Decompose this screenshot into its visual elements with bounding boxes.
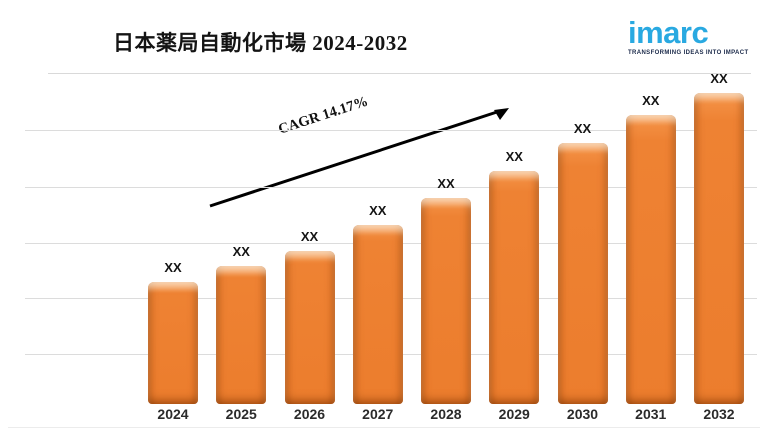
- header-divider: [48, 73, 751, 74]
- bar-2029: [489, 171, 540, 404]
- gridline: [25, 187, 757, 188]
- x-axis-label-2025: 2025: [225, 406, 257, 422]
- bar-2024: [148, 282, 198, 404]
- imarc-wordmark: imarc: [628, 15, 709, 50]
- bar-2031: [625, 115, 676, 404]
- bar-value-label: XX: [505, 149, 523, 164]
- bar-2030: [557, 143, 608, 404]
- x-axis-label-2031: 2031: [635, 406, 667, 422]
- x-axis-label-2029: 2029: [498, 406, 530, 422]
- imarc-logo: imarc TRANSFORMING IDEAS INTO IMPACT: [628, 15, 749, 56]
- imarc-tagline: TRANSFORMING IDEAS INTO IMPACT: [628, 50, 749, 56]
- bar-value-label: XX: [642, 93, 660, 108]
- x-axis-label-2024: 2024: [157, 406, 189, 422]
- bar-value-label: XX: [164, 260, 182, 275]
- bar-2032: [694, 93, 744, 404]
- bar-2026: [284, 251, 335, 404]
- gridline: [25, 130, 757, 131]
- bar-2028: [421, 198, 471, 404]
- bar-value-label: XX: [573, 121, 592, 136]
- bar-value-label: XX: [369, 203, 387, 218]
- bar-value-label: XX: [710, 71, 728, 86]
- bar-2025: [216, 266, 267, 404]
- bar-2027: [352, 225, 403, 404]
- bottom-divider: [8, 427, 760, 428]
- x-axis-label-2027: 2027: [362, 406, 394, 422]
- bar-value-label: XX: [300, 229, 319, 244]
- bar-value-label: XX: [437, 176, 455, 191]
- chart-title: 日本薬局自動化市場 2024-2032: [113, 31, 408, 55]
- bar-value-label: XX: [232, 244, 250, 259]
- x-axis-label-2032: 2032: [703, 406, 735, 422]
- cagr-trend-arrow-icon: [209, 108, 509, 208]
- x-axis-label-2030: 2030: [566, 406, 599, 422]
- x-axis-label-2028: 2028: [430, 406, 462, 422]
- x-axis-label-2026: 2026: [293, 406, 326, 422]
